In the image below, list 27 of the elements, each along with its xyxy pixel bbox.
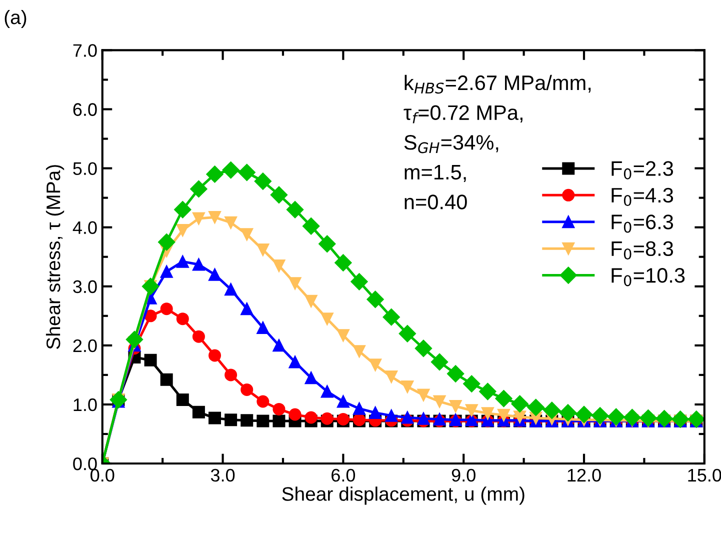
x-tick-label: 15.0	[688, 468, 721, 482]
x-tick-label: 6.0	[332, 468, 356, 482]
legend-label: F$_{0}$=6.3	[612, 214, 674, 233]
y-tick-label: 3.0	[73, 280, 97, 294]
x-tick-label: 9.0	[452, 468, 476, 482]
y-axis-title: Shear stress, τ (MPa)	[46, 165, 64, 349]
x-axis-title: Shear displacement, u (mm)	[282, 486, 524, 505]
y-tick-label: 6.0	[73, 103, 97, 116]
y-tick-label: 1.0	[74, 398, 97, 412]
legend-label: F$_{0}$=10.3	[612, 268, 685, 286]
annotation: S$_{GH}$=34%,	[404, 135, 498, 154]
y-tick-label: 0.0	[73, 457, 97, 470]
annotation: τ$_{f}$=0.72 MPa,	[404, 105, 522, 124]
x-tick-label: 12.0	[568, 468, 601, 482]
legend-label: F$_{0}$=4.3	[612, 188, 674, 206]
y-tick-label: 4.0	[72, 221, 97, 234]
x-tick-label: 0.0	[90, 468, 114, 482]
y-tick-label: 2.0	[73, 339, 97, 352]
y-tick-label: 7.0	[73, 44, 97, 57]
y-tick-label: 5.0	[73, 162, 97, 176]
annotation: k$_{HBS}$=2.67 MPa/mm,	[404, 74, 591, 94]
text: (a)	[4, 10, 26, 28]
x-tick-label: 3.0	[210, 468, 235, 482]
annotation: m=1.5,	[404, 165, 466, 182]
legend-label: F$_{0}$=2.3	[612, 161, 674, 180]
annotation: n=0.40	[404, 194, 467, 210]
legend-label: F$_{0}$=8.3	[612, 241, 674, 260]
